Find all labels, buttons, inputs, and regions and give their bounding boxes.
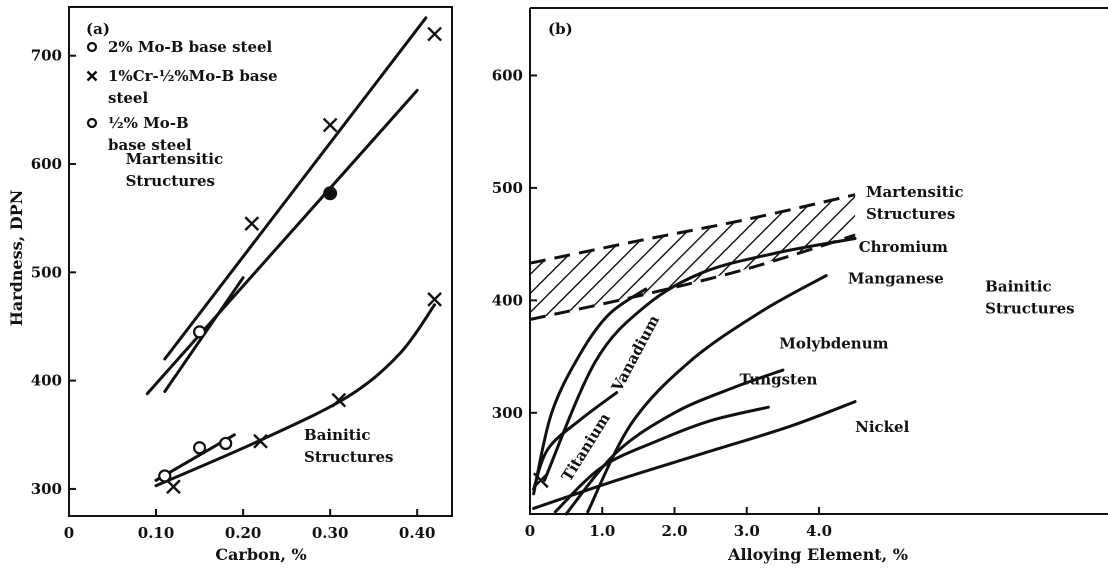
legend-circle-marker xyxy=(86,41,98,53)
legend-entry: 2% Mo-B base steel xyxy=(108,38,273,56)
y-tick-label: 600 xyxy=(492,66,523,84)
structure-annotation: Bainitic xyxy=(985,277,1051,295)
hatch-line xyxy=(746,194,856,320)
tungsten-curve xyxy=(553,405,770,514)
x-tick-label: 0.30 xyxy=(312,524,349,542)
panel-a-data-points xyxy=(158,26,442,495)
manganese-label: Manganese xyxy=(848,269,944,287)
y-tick-label: 300 xyxy=(31,480,62,498)
panel-a-y-axis-label: Hardness, DPN xyxy=(7,190,26,327)
y-tick-label: 400 xyxy=(492,291,523,309)
y-tick-label: 300 xyxy=(492,404,523,422)
structure-annotation: Martensitic xyxy=(126,150,224,168)
legend-cross-marker xyxy=(86,70,98,82)
data-point-open-circle xyxy=(192,325,207,339)
tungsten-label: Tungsten xyxy=(740,371,818,389)
hatch-line xyxy=(594,194,729,320)
hatch-line xyxy=(651,194,786,320)
hatch-line xyxy=(727,194,856,320)
panel-a-frame xyxy=(68,6,453,517)
nickel-curve xyxy=(532,400,857,510)
x-tick-label: 1.0 xyxy=(589,522,615,540)
hatch-line xyxy=(632,194,767,320)
panel-a-fit-lines xyxy=(145,16,437,488)
hatch-line xyxy=(530,194,558,320)
y-tick-label: 700 xyxy=(31,47,62,65)
structure-annotation: Martensitic xyxy=(866,183,964,201)
x-tick-label: 0.40 xyxy=(399,524,436,542)
x-tick-label: 0.10 xyxy=(138,524,175,542)
data-point-cross xyxy=(244,216,260,231)
structure-annotation: Structures xyxy=(304,448,393,466)
molybdenum-label: Molybdenum xyxy=(779,335,888,353)
y-tick-label: 400 xyxy=(31,372,62,390)
x-tick-label: 0 xyxy=(525,522,535,540)
nickel-label: Nickel xyxy=(855,418,909,436)
panel-b-ticks: 0 1.0 2.0 3.0 4.0 300 400 500 600 xyxy=(492,66,832,540)
data-point-cross xyxy=(427,26,442,42)
panel-b-label: (b) xyxy=(548,20,573,38)
y-tick-label: 600 xyxy=(31,155,62,173)
vanadium-curve xyxy=(532,287,648,496)
fit-line xyxy=(145,88,419,396)
panel-a-annotations: Martensitic Structures Bainitic Structures xyxy=(126,150,394,466)
hatch-line xyxy=(530,194,653,320)
data-point-cross xyxy=(166,479,181,495)
data-point-cross xyxy=(253,433,268,449)
legend-entry-line2: steel xyxy=(108,89,148,107)
vanadium-label: Vanadium xyxy=(607,312,663,395)
data-point-filled-circle xyxy=(323,186,338,201)
panel-b: (b) Alloying Element, % 0 1.0 2.0 3.0 4.0 300… xyxy=(492,7,1108,564)
x-tick-label: 0 xyxy=(64,524,74,542)
titanium-curve xyxy=(532,391,619,491)
hatch-line xyxy=(613,194,748,320)
y-tick-label: 500 xyxy=(492,179,523,197)
molybdenum-curve xyxy=(564,368,785,516)
data-point-cross xyxy=(427,292,442,307)
hatch-line xyxy=(575,194,710,320)
x-tick-label: 2.0 xyxy=(661,522,687,540)
panel-a-label: (a) xyxy=(86,20,110,38)
data-point-cross xyxy=(331,392,347,408)
legend-circle-marker xyxy=(86,117,98,129)
data-point-open-circle xyxy=(158,469,172,483)
data-point-open-circle xyxy=(192,441,207,455)
x-tick-label: 0.20 xyxy=(225,524,262,542)
panel-b-markers xyxy=(532,472,549,489)
chromium-curve xyxy=(543,237,857,482)
panel-b-axes xyxy=(529,7,1108,515)
x-tick-label: 4.0 xyxy=(806,522,832,540)
panel-a-ticks: 0 0.10 0.20 0.30 0.40 300 400 500 600 700 xyxy=(31,47,436,542)
data-point-open-circle xyxy=(219,436,233,451)
structure-annotation: Structures xyxy=(126,172,215,190)
x-tick-label: 3.0 xyxy=(734,522,760,540)
panel-a: (a) Carbon, % Hardness, DPN 0 0.10 0.20 0.3… xyxy=(7,6,453,564)
structure-annotation: Structures xyxy=(866,205,955,223)
hatch-line xyxy=(530,194,596,320)
panel-b-annotations: Martensitic Structures Bainitic Structures xyxy=(866,183,1075,317)
panel-b-x-axis-label: Alloying Element, % xyxy=(727,545,908,564)
data-point-cross xyxy=(532,472,549,489)
fit-line xyxy=(163,16,428,361)
structure-annotation: Structures xyxy=(985,299,1074,317)
y-tick-label: 500 xyxy=(31,263,62,281)
chromium-label: Chromium xyxy=(859,238,948,256)
data-point-cross xyxy=(322,117,338,133)
structure-annotation: Bainitic xyxy=(304,426,370,444)
legend-entry: ½% Mo-B xyxy=(108,114,189,132)
legend-entry-line2: base steel xyxy=(108,136,192,154)
panel-a-legend: 2% Mo-B base steel 1%Cr-½%Mo-B base steel ½… xyxy=(86,38,278,154)
legend-entry: 1%Cr-½%Mo-B base xyxy=(108,67,278,85)
panel-a-x-axis-label: Carbon, % xyxy=(215,545,306,564)
band-lower-boundary xyxy=(529,233,856,321)
band-upper-boundary xyxy=(529,193,856,265)
panel-b-curves: Chromium Manganese Vanadium Molybdenum Tungs… xyxy=(532,237,948,516)
